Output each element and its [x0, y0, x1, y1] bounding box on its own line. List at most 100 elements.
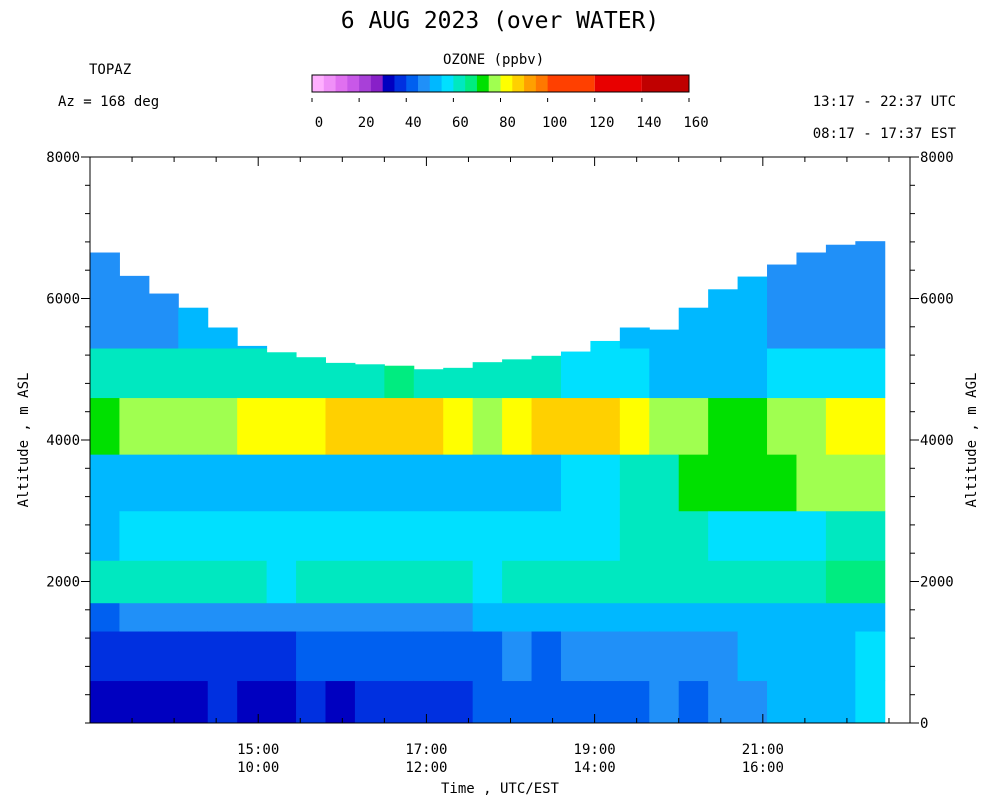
ozone-cell: [178, 307, 209, 349]
colorbar-swatch: [406, 75, 419, 92]
colorbar-swatch: [335, 75, 348, 92]
ozone-cell: [560, 560, 591, 604]
ozone-cell: [502, 454, 533, 512]
ozone-cell: [737, 348, 768, 399]
ozone-cell: [296, 560, 326, 604]
ozone-cell: [737, 276, 768, 349]
ozone-cell: [443, 560, 474, 604]
ozone-cell: [354, 560, 385, 604]
ozone-cell: [207, 510, 238, 561]
ozone-cell: [737, 560, 768, 604]
ozone-cell: [619, 397, 650, 455]
ozone-cell: [531, 355, 562, 399]
colorbar-swatch: [547, 75, 595, 92]
ozone-cell: [708, 289, 739, 349]
ozone-cell: [619, 510, 650, 561]
ozone-cell: [178, 631, 209, 682]
ozone-cell: [178, 560, 209, 604]
ozone-cell: [148, 680, 179, 724]
ozone-cell: [178, 397, 209, 455]
ozone-cell: [325, 362, 356, 399]
x-tick-label-utc: 17:00: [405, 742, 447, 758]
ozone-cell: [678, 307, 709, 349]
ozone-cell: [178, 602, 209, 632]
colorbar-swatch: [488, 75, 501, 92]
ozone-cell: [737, 631, 768, 682]
ozone-cell: [207, 560, 238, 604]
ozone-cell: [443, 510, 474, 561]
ozone-cell: [855, 560, 886, 604]
y-tick-label-left: 2000: [46, 575, 80, 591]
time-range-est: 08:17 - 17:37 EST: [812, 126, 956, 142]
ozone-cell: [590, 454, 621, 512]
ozone-cell: [148, 293, 179, 349]
ozone-cell: [502, 510, 533, 561]
colorbar-swatch: [359, 75, 372, 92]
ozone-cell: [325, 602, 356, 632]
ozone-cell: [325, 454, 356, 512]
ozone-cell: [413, 631, 444, 682]
ozone-cell: [354, 680, 385, 724]
ozone-cell: [825, 602, 856, 632]
colorbar-swatch: [418, 75, 431, 92]
y-axis-title-left: Altitude , m ASL: [16, 373, 32, 508]
y-tick-label-right: 4000: [920, 433, 954, 449]
ozone-cell: [767, 680, 797, 724]
colorbar-tick-label: 80: [499, 115, 516, 131]
ozone-cell: [796, 454, 827, 512]
ozone-cell: [237, 510, 268, 561]
ozone-cell: [237, 348, 268, 399]
colorbar-swatch: [476, 75, 490, 92]
ozone-cell: [825, 454, 856, 512]
x-tick-label-utc: 21:00: [742, 742, 784, 758]
ozone-cell: [90, 602, 120, 632]
ozone-cell: [502, 602, 533, 632]
x-tick-label-est: 12:00: [405, 760, 447, 776]
y-tick-label-left: 8000: [46, 150, 80, 166]
ozone-cell: [708, 631, 739, 682]
ozone-cell: [443, 454, 474, 512]
ozone-cell: [413, 560, 444, 604]
ozone-cell: [619, 348, 650, 399]
colorbar-tick-label: 0: [315, 115, 323, 131]
ozone-cell: [472, 680, 503, 724]
x-tick-label-utc: 15:00: [237, 742, 279, 758]
ozone-cell: [678, 510, 709, 561]
ozone-cell: [708, 348, 739, 399]
ozone-cell: [148, 631, 179, 682]
ozone-cell: [90, 510, 120, 561]
ozone-cell: [119, 275, 150, 349]
ozone-cell: [737, 454, 768, 512]
ozone-cell: [855, 680, 886, 724]
ozone-cell: [296, 510, 326, 561]
ozone-cell: [767, 348, 797, 399]
ozone-cell: [560, 680, 591, 724]
ozone-cell: [178, 510, 209, 561]
x-tick-label-est: 14:00: [574, 760, 616, 776]
ozone-cell: [502, 359, 533, 399]
ozone-cell: [472, 560, 503, 604]
colorbar-swatch: [524, 75, 537, 92]
ozone-cell: [767, 560, 797, 604]
colorbar-swatch: [323, 75, 336, 92]
ozone-cell: [855, 510, 886, 561]
ozone-cell: [266, 560, 297, 604]
ozone-cell: [649, 348, 680, 399]
ozone-cell: [266, 680, 297, 724]
ozone-cell: [590, 560, 621, 604]
ozone-cell: [148, 602, 179, 632]
y-tick-label-left: 6000: [46, 292, 80, 308]
ozone-cell: [207, 327, 238, 349]
ozone-cell: [296, 397, 326, 455]
ozone-cell: [678, 560, 709, 604]
ozone-cell: [207, 631, 238, 682]
ozone-cell: [237, 397, 268, 455]
colorbar-swatch: [370, 75, 384, 92]
colorbar-swatch: [512, 75, 525, 92]
ozone-cell: [413, 454, 444, 512]
ozone-cell: [90, 348, 120, 399]
colorbar-swatch: [465, 75, 478, 92]
ozone-cell: [90, 397, 120, 455]
ozone-cell: [207, 454, 238, 512]
